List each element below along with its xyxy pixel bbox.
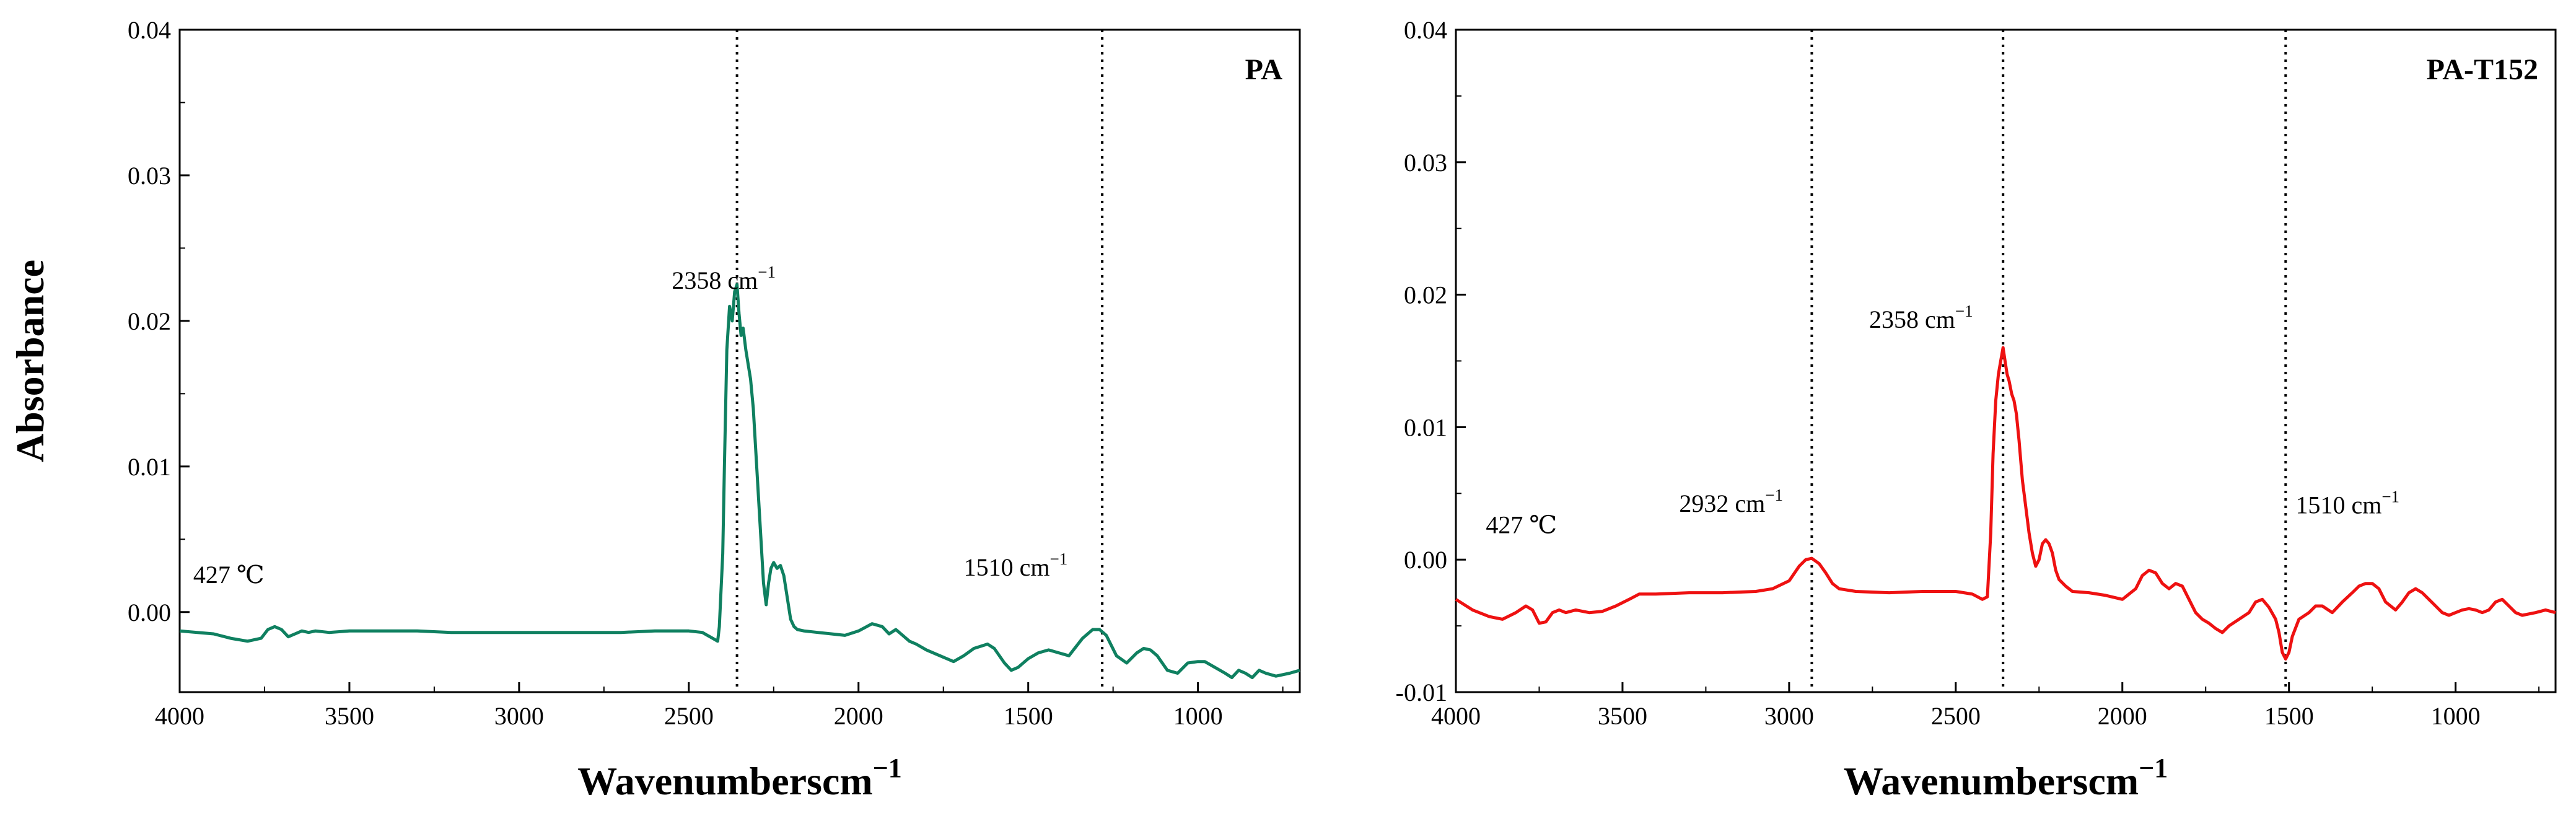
y-tick-label: 0.01 — [1404, 413, 1447, 441]
peak-annotation: 1510 cm−1 — [964, 550, 1068, 581]
x-tick-label: 2000 — [834, 702, 883, 730]
peak-annotation: 427 ℃ — [1486, 511, 1557, 538]
panel-label: PA — [1245, 53, 1283, 86]
chart-panel-pa-t152: 4000 3500 3000 2500 2000 1500 1000 -0.01 0.00 0.0… — [1396, 16, 2557, 803]
peak-annotation: 2358 cm−1 — [1869, 302, 1973, 333]
plot-frame — [178, 29, 1301, 693]
x-axis-title: Wavenumberscm−1 — [577, 753, 901, 803]
peak-annotation: 427 ℃ — [193, 561, 265, 589]
series-line — [179, 283, 1300, 679]
x-axis-title: Wavenumberscm−1 — [1844, 753, 2168, 803]
y-tick-label: 0.04 — [1404, 16, 1447, 44]
x-tick-label: 1000 — [1173, 702, 1223, 730]
y-tick-label: 0.04 — [128, 16, 171, 44]
x-tick-label: 1000 — [2431, 702, 2481, 730]
peak-annotation: 2358 cm−1 — [672, 263, 776, 294]
peak-annotation: 1510 cm−1 — [2295, 487, 2399, 519]
x-tick-label: 4000 — [1431, 702, 1481, 730]
y-tick-label: -0.01 — [1396, 678, 1447, 706]
y-tick-label: 0.00 — [128, 599, 171, 626]
y-tick-label: 0.02 — [128, 307, 171, 335]
y-tick-label: 0.00 — [1404, 546, 1447, 574]
x-tick-label: 2500 — [664, 702, 714, 730]
x-tick-label: 2500 — [1931, 702, 1981, 730]
x-tick-label: 3000 — [1764, 702, 1814, 730]
y-tick-label: 0.02 — [1404, 281, 1447, 309]
x-tick-label: 1500 — [2264, 702, 2314, 730]
x-tick-label: 3500 — [1598, 702, 1647, 730]
x-tick-label: 2000 — [2098, 702, 2147, 730]
y-tick-label: 0.03 — [1404, 149, 1447, 177]
chart-panel-pa: 4000 3500 3000 2500 2000 1500 1000 0.00 0.01 0.02… — [8, 16, 1301, 803]
y-tick-label: 0.01 — [128, 453, 171, 481]
x-tick-label: 1500 — [1004, 702, 1053, 730]
x-tick-label: 3000 — [494, 702, 544, 730]
y-axis-title: Absorbance — [8, 260, 52, 462]
panel-label: PA-T152 — [2427, 53, 2538, 86]
x-tick-label: 4000 — [155, 702, 204, 730]
y-tick-label: 0.03 — [128, 162, 171, 190]
series-line — [1455, 346, 2556, 661]
peak-annotation: 2932 cm−1 — [1679, 486, 1783, 517]
x-tick-label: 3500 — [325, 702, 374, 730]
